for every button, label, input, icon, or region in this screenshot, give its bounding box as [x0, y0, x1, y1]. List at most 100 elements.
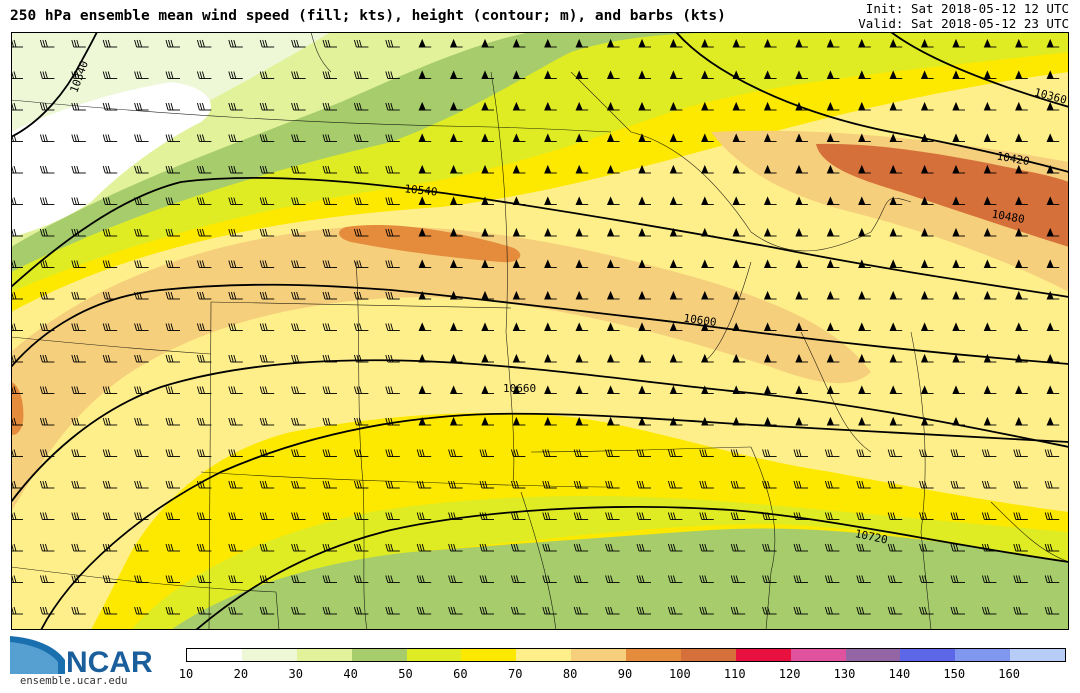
wind-barb [71, 260, 86, 268]
wind-barb [701, 385, 714, 394]
wind-barb [732, 227, 746, 237]
wind-speed-map: 10340 10360 10420 10480 10540 10600 1066… [11, 32, 1069, 630]
wind-barb [701, 38, 714, 48]
wind-barb [856, 606, 871, 615]
wind-barb [102, 39, 118, 48]
wind-barb [638, 416, 651, 426]
wind-barb [1046, 353, 1060, 363]
wind-barb [228, 228, 243, 237]
wind-barb [449, 227, 463, 237]
wind-barb [605, 512, 620, 520]
wind-barb [481, 227, 494, 237]
wind-barb [449, 290, 463, 300]
wind-barb [606, 227, 620, 237]
wind-barb [544, 101, 557, 111]
colorbar-segment [680, 649, 736, 661]
wind-barb [449, 416, 463, 426]
wind-barb [701, 322, 714, 331]
wind-barb [385, 606, 400, 615]
wind-barb [39, 323, 55, 331]
wind-barb [291, 417, 306, 426]
wind-barb [732, 259, 746, 268]
wind-barb [889, 353, 903, 363]
wind-barb [701, 101, 714, 111]
wind-barb [1015, 70, 1028, 79]
wind-barb [952, 133, 965, 142]
wind-barb [763, 353, 777, 363]
wind-barb [134, 291, 149, 300]
wind-barb [763, 38, 777, 48]
wind-barb [385, 512, 400, 520]
wind-barb [826, 38, 840, 48]
wind-barb [479, 543, 494, 552]
wind-barb [259, 543, 275, 552]
wind-barb [291, 228, 306, 237]
wind-barb [165, 228, 180, 237]
wind-barb [889, 227, 903, 237]
wind-barb [481, 416, 494, 426]
wind-barb [669, 385, 683, 394]
wind-barb [196, 102, 212, 111]
wind-barb [102, 134, 118, 142]
colorbar [186, 648, 1066, 662]
wind-barb [920, 385, 934, 394]
wind-barb [512, 164, 526, 174]
wind-barb [983, 416, 997, 426]
fill-90-100-west [11, 382, 24, 435]
wind-barb [418, 101, 432, 111]
wind-barb [981, 543, 997, 552]
wind-barb [71, 102, 86, 111]
wind-barb [102, 575, 118, 583]
colorbar-tick-label: 10 [178, 667, 194, 681]
wind-barb [291, 260, 306, 268]
colorbar-segment [626, 649, 681, 661]
colorbar-tick-label: 140 [888, 667, 911, 681]
wind-barb [1046, 322, 1060, 331]
wind-barb [669, 227, 683, 237]
wind-barb [1046, 259, 1060, 268]
wind-barb [544, 196, 557, 205]
wind-barb [732, 416, 746, 426]
wind-barb [322, 543, 337, 552]
wind-barb [952, 196, 965, 205]
wind-barb [732, 101, 746, 111]
wind-barb [952, 259, 965, 268]
wind-barb [481, 164, 494, 174]
wind-barb [39, 417, 55, 426]
wind-barb [165, 291, 180, 300]
wind-barb [418, 70, 432, 79]
wind-barb [322, 39, 337, 48]
wind-barb [575, 259, 589, 268]
wind-barb [1015, 196, 1028, 205]
wind-barb [196, 39, 212, 48]
wind-barb [322, 575, 337, 583]
wind-barb [512, 101, 526, 111]
wind-barb [1013, 543, 1028, 552]
wind-barb [385, 197, 400, 205]
wind-barb [1013, 449, 1028, 457]
wind-barb [638, 227, 651, 237]
wind-barb [606, 38, 620, 48]
contour-label-10540: 10540 [404, 182, 438, 198]
wind-barb [920, 322, 934, 331]
wind-barb [856, 543, 871, 552]
wind-barb [701, 353, 714, 363]
wind-barb [322, 354, 337, 363]
wind-barb [134, 606, 149, 615]
wind-barb [638, 290, 651, 300]
wind-barb [950, 606, 965, 615]
wind-barb [983, 227, 997, 237]
wind-barb [418, 133, 432, 142]
wind-barb [353, 543, 369, 552]
wind-barb [795, 227, 808, 237]
wind-barb [102, 480, 118, 489]
wind-barb [259, 165, 275, 174]
wind-barb [448, 575, 463, 583]
wind-barb [196, 260, 212, 268]
wind-barb [763, 70, 777, 79]
wind-barb [920, 290, 934, 300]
wind-barb [795, 38, 808, 48]
wind-barb [544, 227, 557, 237]
wind-barb [228, 512, 243, 520]
wind-barb [763, 101, 777, 111]
